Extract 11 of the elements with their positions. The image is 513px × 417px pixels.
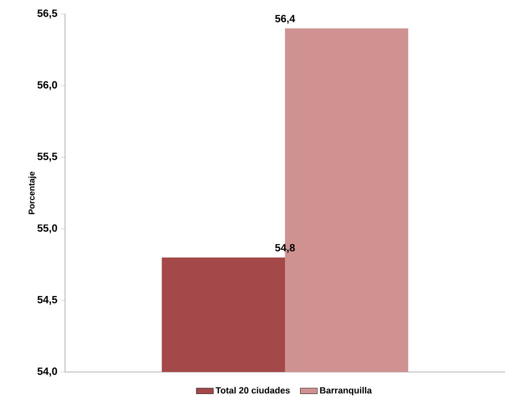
data-label: 56,4 xyxy=(275,14,296,24)
y-tick-label: 54,0 xyxy=(37,368,58,376)
y-tick-label: 55,5 xyxy=(37,152,58,162)
data-label: 54,8 xyxy=(275,244,295,253)
legend-label: Total 20 ciudades xyxy=(216,386,290,394)
y-tick-label: 55,0 xyxy=(37,224,58,234)
legend-label: Barranquilla xyxy=(320,386,372,396)
y-tick-label: 54,5 xyxy=(37,296,58,305)
y-tick-label: 56,0 xyxy=(37,81,58,90)
y-axis-title: Porcentaje xyxy=(28,172,36,214)
y-tick-label: 56,5 xyxy=(37,10,58,18)
